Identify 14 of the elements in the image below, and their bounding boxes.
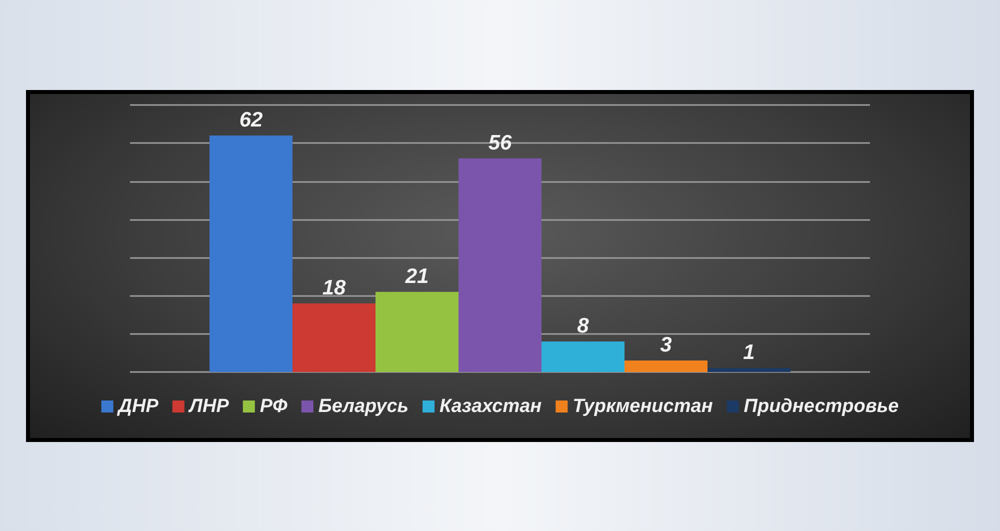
data-label: 18 [322,276,346,300]
data-label: 21 [404,264,429,288]
legend-label: Беларусь [318,396,409,417]
data-label: 62 [239,108,263,132]
data-label: 3 [660,334,672,357]
legend-label: Туркменистан [572,396,714,417]
data-label: 56 [488,131,512,154]
data-label: 1 [743,341,755,364]
legend-label: РФ [260,396,288,417]
legend-label: Казахстан [440,396,542,417]
legend-label: ДНР [116,396,159,417]
data-label: 8 [577,314,590,338]
legend-label: ЛНР [187,396,230,417]
legend-label: Приднестровье [744,396,900,417]
